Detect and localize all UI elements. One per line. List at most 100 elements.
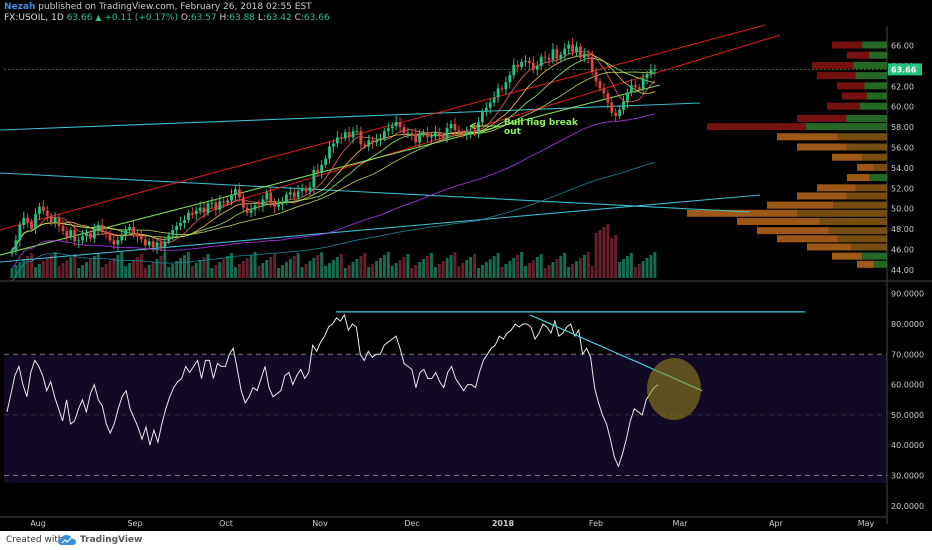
volume-bar [245,258,249,278]
candle-body [473,131,476,133]
volume-bar [253,252,257,278]
close-value: 63.66 [303,13,330,23]
volume-bar [363,253,367,278]
candle-body [492,97,496,103]
volume-bar [414,265,418,278]
volume-profile-bar [687,209,797,217]
candle-body [500,88,504,90]
volume-bar [163,253,167,278]
candle-body [626,92,629,102]
candle-body [155,242,159,248]
candle-body [457,130,461,133]
volume-bar [30,253,34,278]
candle-body [85,233,88,237]
candle-body [598,81,602,89]
candle-body [402,127,406,134]
volume-bar [516,255,520,278]
volume-bar [316,255,320,278]
rsi-tick-label: 60.0000 [891,381,924,390]
volume-bar [445,258,449,278]
volume-bar [237,264,241,278]
volume-bar [386,252,390,278]
volume-bar [508,261,512,278]
candle-body [375,140,378,143]
close-label: C: [294,13,304,23]
candle-body [531,62,535,70]
candle-body [281,201,284,205]
volume-bar [594,233,598,278]
volume-bar [284,262,288,278]
open-label: O: [180,13,191,23]
candle-body [277,204,280,207]
volume-profile-bar [817,184,856,192]
high-label: H: [219,13,230,23]
candle-body [308,187,312,192]
volume-profile-bar [832,41,863,49]
candle-body [406,133,410,135]
volume-bar [73,254,77,278]
time-tick-label: Feb [589,519,603,528]
volume-bar [312,258,316,278]
volume-bar [398,260,402,278]
volume-bar [418,262,422,278]
candle-body [206,203,210,213]
rsi-band [4,355,887,483]
volume-bar [457,266,461,278]
volume-bar [100,267,104,278]
volume-bar [551,262,555,278]
volume-bar [574,261,578,278]
candle-body [22,217,26,226]
symbol-label[interactable]: FX:USOIL, 1D [4,13,64,23]
volume-profile-bar [860,102,887,110]
volume-bar [641,261,645,278]
author-name[interactable]: Nezah [4,2,36,12]
low-value: 63.42 [265,13,292,23]
candle-body [285,194,288,202]
tradingview-cloud-icon[interactable] [58,534,76,546]
candle-body [151,241,155,248]
candle-body [641,78,645,90]
candle-body [163,241,167,248]
candle-body [582,53,586,58]
volume-bar [610,238,614,278]
candle-body [481,111,484,122]
candle-body [528,60,531,63]
volume-bar [65,260,69,278]
volume-bar [559,256,563,278]
candle-body [347,132,351,138]
tradingview-brand[interactable]: TradingView [80,535,143,545]
candle-body [249,209,253,213]
candle-body [586,53,590,57]
volume-bar [171,264,175,278]
volume-bar [147,265,151,278]
volume-bar [143,268,147,278]
candle-body [300,188,304,192]
candle-body [614,112,618,116]
candle-body [304,188,308,192]
volume-bar [378,258,382,278]
volume-profile-bar [797,143,847,151]
volume-profile-bar [869,51,887,59]
candle-body [465,132,469,136]
annotation-arrow [469,122,500,130]
candle-body [57,217,61,227]
candle-body [116,240,120,245]
volume-bar [41,261,45,278]
volume-bar [210,268,214,278]
volume-bar [26,256,30,278]
candle-body [26,217,30,222]
volume-bar [437,264,441,278]
candle-body [618,109,621,116]
volume-profile-bar [797,114,847,122]
volume-bar [34,267,38,278]
time-tick-label: 2018 [492,519,515,528]
volume-bar [128,263,132,278]
volume-bar [539,254,543,278]
candle-body [386,128,390,132]
volume-bar [277,268,281,278]
candle-body [629,85,633,93]
candle-body [210,202,214,204]
high-value: 63.88 [229,13,256,23]
volume-bar [139,254,143,278]
